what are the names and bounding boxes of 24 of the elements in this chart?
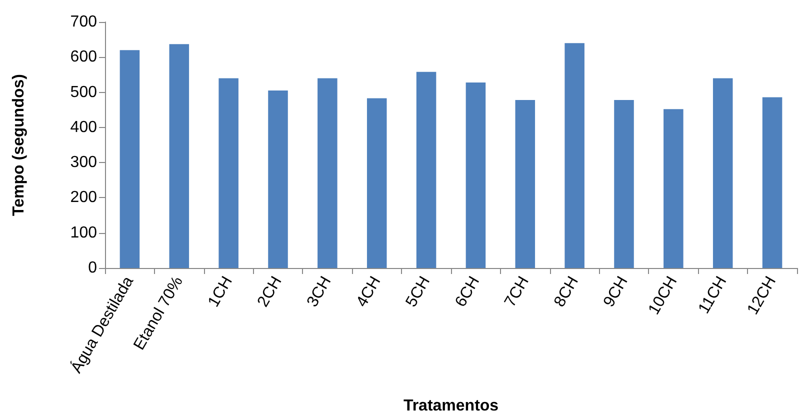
y-tick-label: 300 — [70, 154, 98, 172]
bar — [762, 97, 782, 268]
y-tick-label: 100 — [70, 224, 98, 242]
y-tick-label: 200 — [70, 189, 98, 206]
bar — [466, 82, 486, 268]
bar — [218, 78, 238, 268]
y-tick-label: 500 — [70, 84, 98, 101]
bar — [664, 109, 684, 268]
bar — [564, 43, 584, 268]
bar — [169, 44, 190, 268]
y-tick-label: 700 — [70, 14, 98, 30]
y-tick-label: 0 — [88, 260, 98, 276]
x-axis-title: Tratamentos — [403, 398, 499, 414]
y-tick-label: 400 — [70, 118, 98, 136]
bar — [712, 78, 733, 268]
bar — [268, 90, 288, 268]
bar — [120, 50, 140, 268]
bar — [318, 78, 338, 268]
y-tick-label: 600 — [70, 48, 98, 66]
bar — [416, 72, 436, 268]
bar — [614, 100, 634, 268]
bar — [515, 100, 536, 268]
bar — [366, 98, 387, 268]
y-axis-title: Tempo (segundos) — [10, 74, 28, 216]
